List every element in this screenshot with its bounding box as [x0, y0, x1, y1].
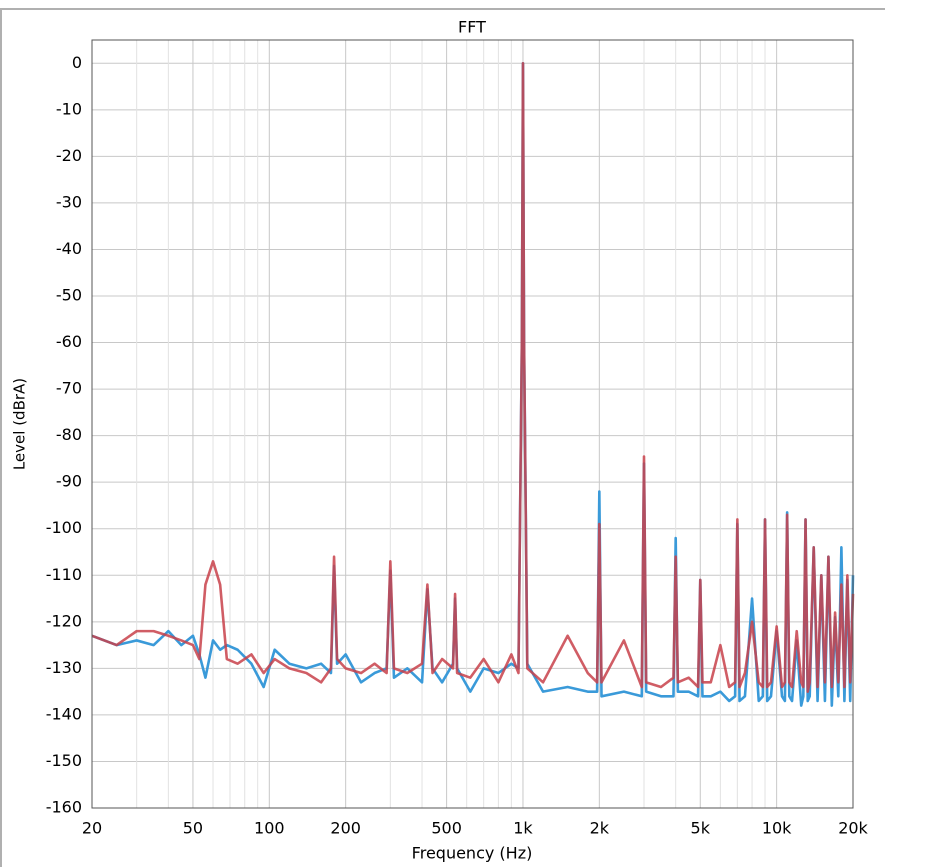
y-tick-label: -120	[46, 611, 82, 630]
x-tick-label: 20k	[838, 819, 868, 838]
y-tick-label: -80	[56, 425, 82, 444]
chart-title: FFT	[458, 18, 486, 37]
x-tick-label: 5k	[691, 819, 711, 838]
series-line	[91, 61, 855, 707]
y-tick-label: -150	[46, 751, 82, 770]
x-tick-label: 200	[330, 819, 361, 838]
x-tick-label: 50	[183, 819, 203, 838]
y-tick-label: -30	[56, 192, 82, 211]
y-tick-label: -100	[46, 518, 82, 537]
y-tick-label: -70	[56, 379, 82, 398]
x-tick-label: 20	[82, 819, 102, 838]
y-tick-label: -40	[56, 239, 82, 258]
series-line	[91, 61, 855, 693]
y-tick-label: -50	[56, 286, 82, 305]
y-tick-label: -10	[56, 99, 82, 118]
y-tick-label: -130	[46, 658, 82, 677]
y-tick-label: -160	[46, 798, 82, 817]
plot	[91, 61, 855, 707]
y-tick-label: -60	[56, 332, 82, 351]
y-tick-label: -140	[46, 704, 82, 723]
x-tick-label: 1k	[513, 819, 533, 838]
y-axis-label: Level (dBrA)	[11, 378, 29, 470]
y-tick-label: -90	[56, 472, 82, 491]
y-tick-label: -20	[56, 146, 82, 165]
x-tick-label: 10k	[762, 819, 792, 838]
y-tick-label: 0	[72, 53, 82, 72]
x-tick-label: 100	[254, 819, 285, 838]
y-tick-label: -110	[46, 565, 82, 584]
plot-border	[91, 39, 854, 809]
x-tick-label: 500	[431, 819, 462, 838]
x-tick-label: 2k	[590, 819, 610, 838]
x-axis-label: Frequency (Hz)	[412, 844, 533, 863]
